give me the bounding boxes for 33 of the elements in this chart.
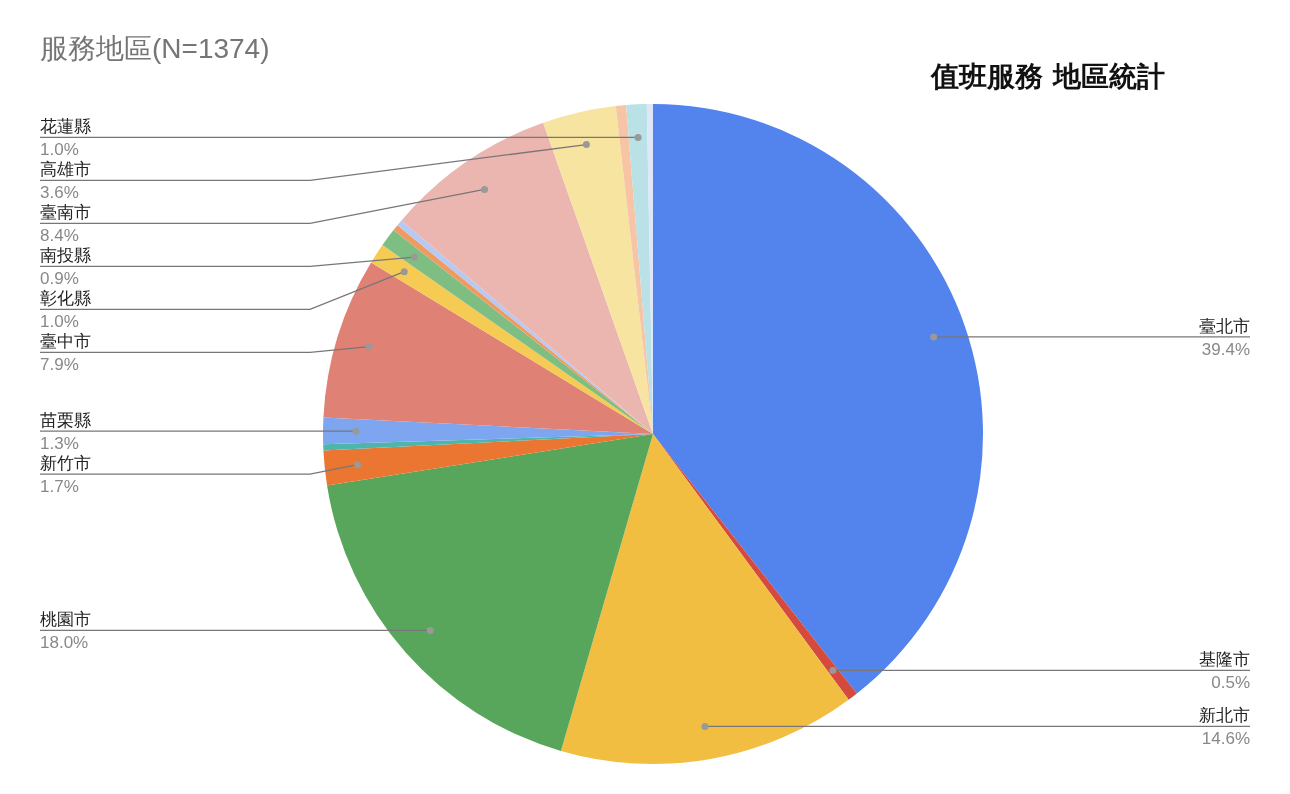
pie-slice [653, 104, 983, 694]
data-label: 3.6% [40, 183, 79, 203]
slice-label: 南投縣 [40, 246, 91, 266]
slice-label: 花蓮縣 [40, 117, 91, 137]
data-label: 18.0% [40, 633, 89, 653]
chart-subtitle: 值班服務 地區統計 [930, 60, 1165, 93]
slice-label: 臺中市 [40, 332, 91, 352]
data-label: 39.4% [1201, 339, 1250, 359]
pie-slice [401, 122, 653, 434]
data-label: 1.7% [40, 477, 79, 497]
pie-slice [327, 434, 653, 751]
slice-label: 新竹市 [40, 454, 91, 474]
slice-label: 臺南市 [40, 203, 91, 223]
data-label: 1.3% [40, 434, 79, 454]
chart-title: 服務地區(N=1374) [40, 33, 270, 64]
slice-label: 桃園市 [40, 610, 91, 630]
slice-label: 新北市 [1199, 706, 1250, 726]
slice-label: 彰化縣 [40, 289, 91, 309]
pie-slice [543, 106, 653, 434]
data-label: 8.4% [40, 226, 79, 246]
slice-label: 苗栗縣 [40, 411, 91, 431]
data-label: 7.9% [40, 355, 79, 375]
pie-slice [323, 262, 653, 434]
pie-slice [323, 434, 653, 486]
data-label: 0.5% [1211, 673, 1250, 693]
data-label: 1.0% [40, 140, 79, 160]
pie-slice [560, 434, 849, 764]
data-label: 1.0% [40, 312, 79, 332]
slice-label: 臺北市 [1199, 316, 1250, 336]
slice-label: 基隆市 [1199, 650, 1250, 670]
data-label: 0.9% [40, 269, 79, 289]
slice-label: 高雄市 [40, 160, 91, 180]
data-label: 14.6% [1201, 729, 1250, 749]
